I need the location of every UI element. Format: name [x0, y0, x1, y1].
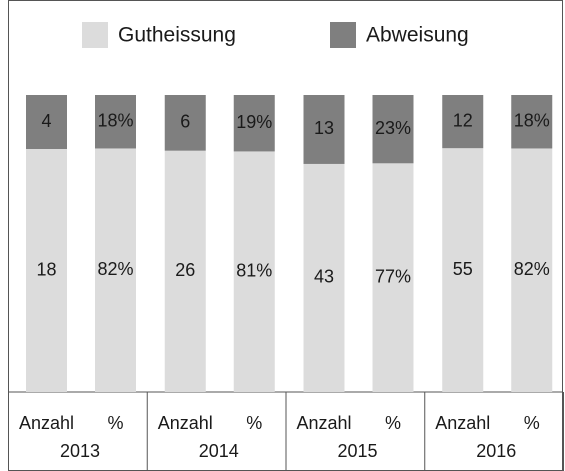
value-label: 4: [41, 111, 51, 131]
value-label: 43: [314, 267, 334, 287]
bar-segment: [442, 95, 484, 149]
bar-segment: [303, 95, 345, 164]
value-label: 55: [453, 259, 473, 279]
x-tick-label: Anzahl: [435, 413, 490, 433]
group-label: 2015: [337, 441, 377, 461]
x-tick-label: %: [524, 413, 540, 433]
bar-segment: [164, 95, 206, 151]
value-label: 18%: [97, 110, 133, 130]
bar-segment: [511, 95, 553, 149]
value-label: 6: [180, 112, 190, 132]
legend-swatch: [82, 22, 108, 48]
value-label: 23%: [375, 118, 411, 138]
bar-segment: [442, 148, 484, 392]
value-label: 18%: [514, 110, 550, 130]
bar-segment: [511, 148, 553, 392]
bar-segment: [372, 163, 414, 392]
value-label: 77%: [375, 266, 411, 286]
bar-segment: [372, 95, 414, 164]
bar-segment: [233, 95, 275, 152]
value-label: 82%: [514, 259, 550, 279]
value-label: 18: [36, 259, 56, 279]
bar-segment: [233, 151, 275, 392]
value-label: 12: [453, 110, 473, 130]
value-label: 81%: [236, 260, 272, 280]
value-label: 19%: [236, 112, 272, 132]
bar-segment: [26, 149, 67, 392]
bar-segment: [26, 95, 67, 149]
bar-segment: [164, 150, 206, 392]
value-label: 82%: [97, 259, 133, 279]
group-label: 2016: [476, 441, 516, 461]
bar-segment: [303, 163, 345, 392]
value-label: 26: [175, 260, 195, 280]
bar-segment: [95, 148, 136, 392]
x-tick-label: Anzahl: [158, 413, 213, 433]
x-tick-label: Anzahl: [19, 413, 74, 433]
x-tick-label: Anzahl: [296, 413, 351, 433]
group-label: 2014: [199, 441, 239, 461]
x-tick-label: %: [107, 413, 123, 433]
x-tick-label: %: [246, 413, 262, 433]
legend-label: Gutheissung: [118, 24, 236, 47]
x-tick-label: %: [385, 413, 401, 433]
group-label: 2013: [60, 441, 100, 461]
bar-segment: [95, 95, 136, 149]
legend-swatch: [330, 22, 356, 48]
legend-label: Abweisung: [366, 24, 469, 47]
value-label: 13: [314, 118, 334, 138]
